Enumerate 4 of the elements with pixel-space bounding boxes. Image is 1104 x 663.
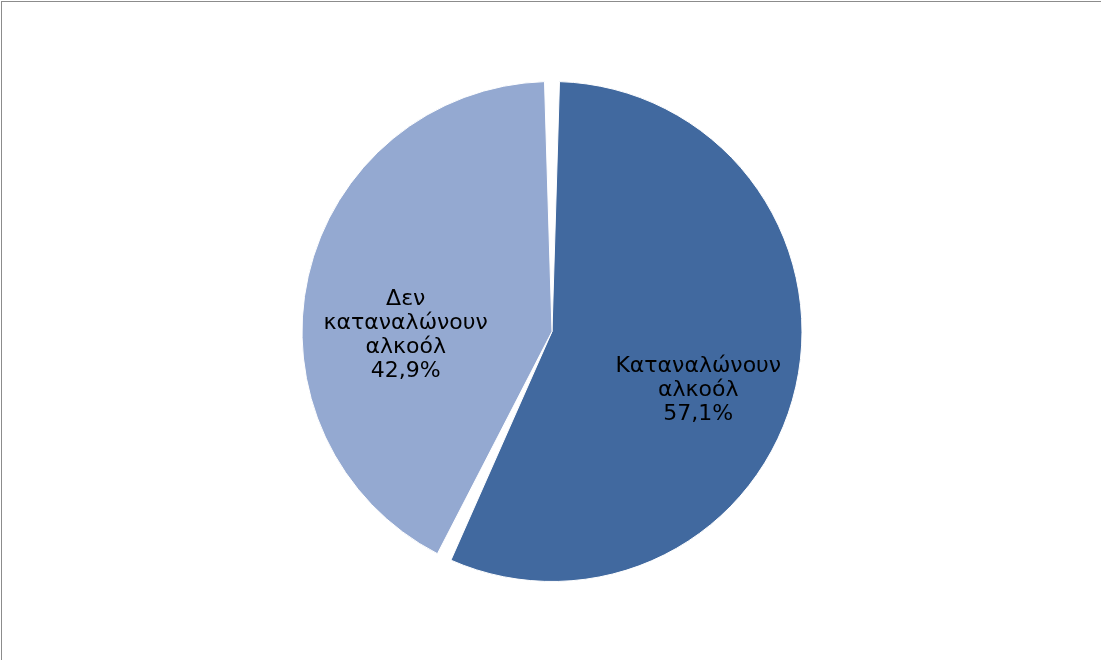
data-label: 57,1% [663,399,734,425]
slice-label: Καταναλώνουν αλκοόλ [615,351,782,401]
data-label: 42,9% [370,357,441,383]
slice-label: Δεν καταναλώνουν αλκοόλ [323,285,488,359]
